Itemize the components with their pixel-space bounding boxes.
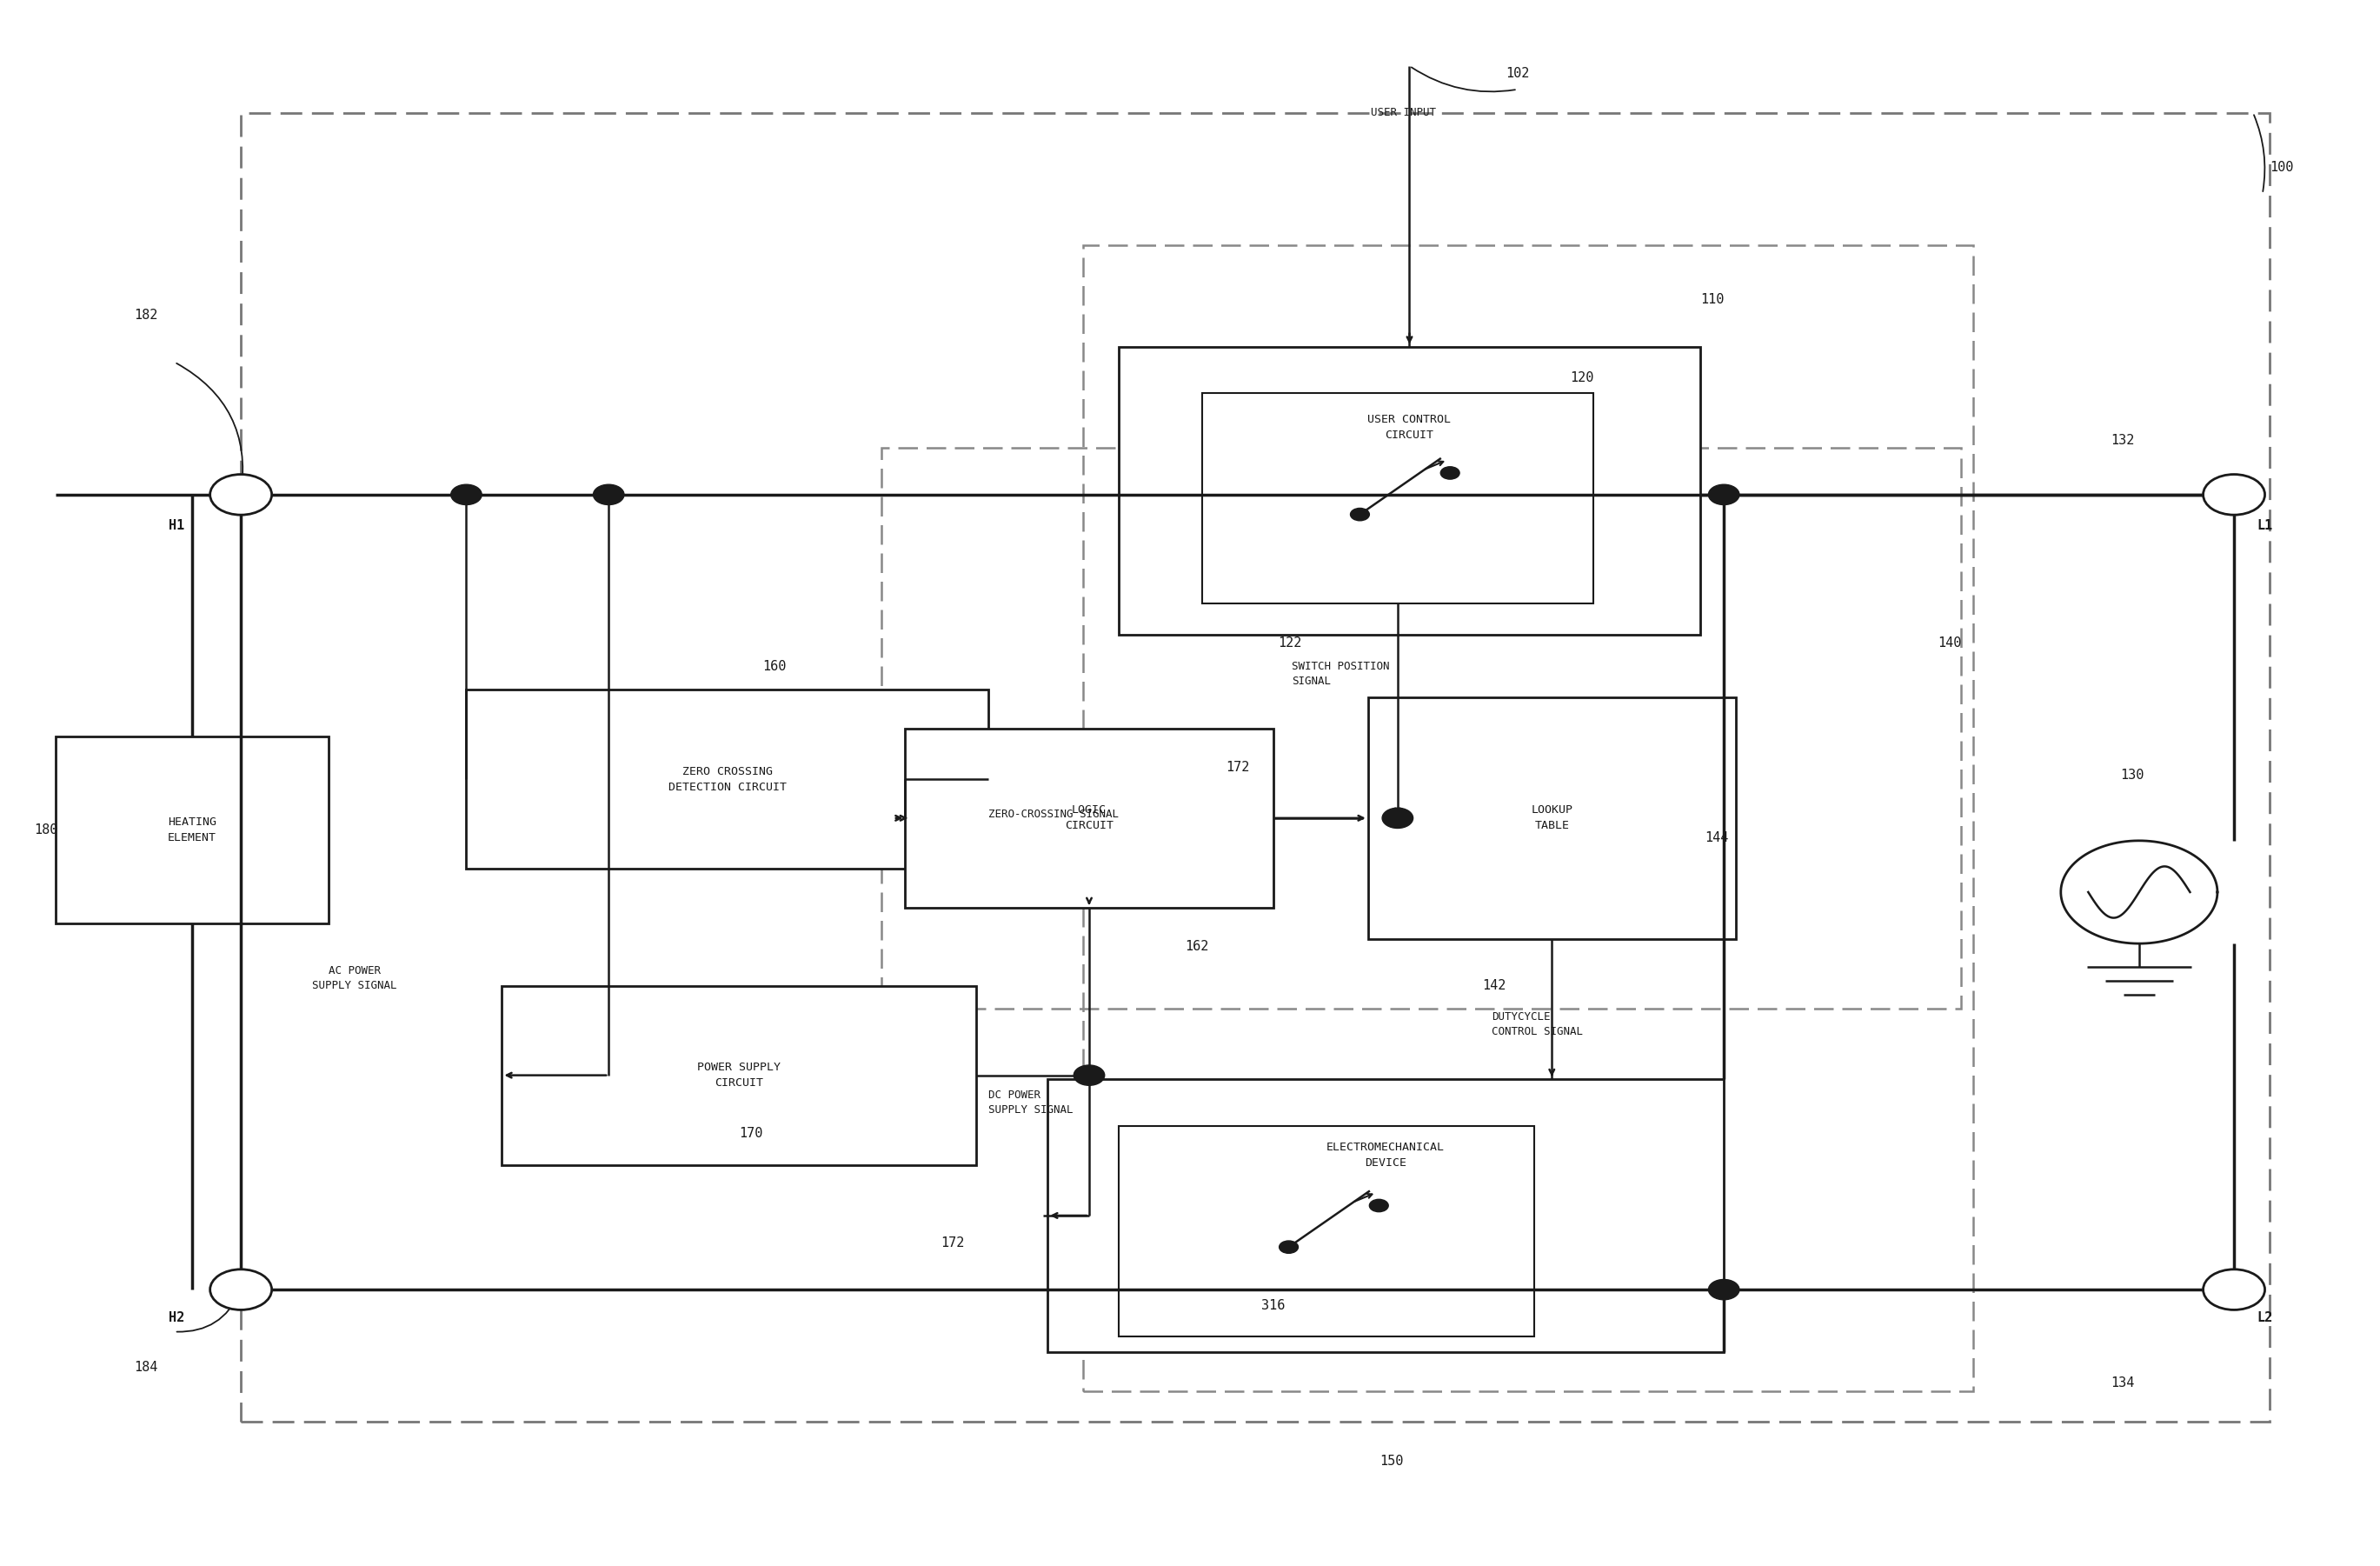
Bar bbox=[240, 113, 2271, 1422]
Text: 144: 144 bbox=[1704, 832, 1728, 844]
Text: 120: 120 bbox=[1568, 371, 1592, 384]
Circle shape bbox=[1383, 808, 1414, 828]
Bar bbox=[466, 689, 988, 869]
Text: ELECTROMECHANICAL
DEVICE: ELECTROMECHANICAL DEVICE bbox=[1326, 1142, 1445, 1170]
Text: 182: 182 bbox=[133, 309, 157, 323]
Circle shape bbox=[450, 484, 481, 504]
Text: DC POWER
SUPPLY SIGNAL: DC POWER SUPPLY SIGNAL bbox=[988, 1090, 1073, 1115]
Text: 180: 180 bbox=[33, 824, 57, 836]
Bar bbox=[1202, 393, 1592, 604]
Bar bbox=[1368, 697, 1735, 940]
Text: 170: 170 bbox=[740, 1128, 764, 1140]
Text: 100: 100 bbox=[2271, 161, 2294, 174]
Circle shape bbox=[1349, 509, 1368, 520]
Text: 172: 172 bbox=[1226, 761, 1250, 774]
Text: L2: L2 bbox=[2256, 1311, 2273, 1325]
Text: 102: 102 bbox=[1507, 67, 1530, 80]
Text: H2: H2 bbox=[169, 1311, 186, 1325]
Text: 150: 150 bbox=[1380, 1455, 1404, 1467]
Text: 184: 184 bbox=[133, 1361, 157, 1373]
Text: POWER SUPPLY
CIRCUIT: POWER SUPPLY CIRCUIT bbox=[697, 1062, 781, 1088]
Text: SWITCH POSITION
SIGNAL: SWITCH POSITION SIGNAL bbox=[1292, 661, 1390, 687]
Circle shape bbox=[1709, 1279, 1740, 1300]
Text: USER INPUT: USER INPUT bbox=[1371, 106, 1435, 119]
Text: LOGIC
CIRCUIT: LOGIC CIRCUIT bbox=[1064, 805, 1114, 832]
Circle shape bbox=[1709, 484, 1740, 504]
Text: DUTYCYCLE
CONTROL SIGNAL: DUTYCYCLE CONTROL SIGNAL bbox=[1492, 1012, 1583, 1038]
Text: AC POWER
SUPPLY SIGNAL: AC POWER SUPPLY SIGNAL bbox=[312, 965, 397, 991]
Bar bbox=[1119, 346, 1699, 634]
Text: H1: H1 bbox=[169, 520, 186, 532]
Text: LOOKUP
TABLE: LOOKUP TABLE bbox=[1530, 805, 1573, 832]
Text: 142: 142 bbox=[1483, 979, 1507, 993]
Text: ZERO-CROSSING SIGNAL: ZERO-CROSSING SIGNAL bbox=[988, 808, 1119, 821]
Circle shape bbox=[593, 484, 624, 504]
Bar bbox=[1119, 1126, 1535, 1336]
Text: 316: 316 bbox=[1261, 1298, 1285, 1312]
Text: USER CONTROL
CIRCUIT: USER CONTROL CIRCUIT bbox=[1368, 413, 1452, 440]
Text: L1: L1 bbox=[2256, 520, 2273, 532]
Text: 110: 110 bbox=[1699, 293, 1723, 307]
Text: ZERO CROSSING
DETECTION CIRCUIT: ZERO CROSSING DETECTION CIRCUIT bbox=[669, 766, 785, 792]
Circle shape bbox=[1368, 1200, 1388, 1212]
Circle shape bbox=[2204, 1270, 2266, 1309]
Circle shape bbox=[1278, 1240, 1297, 1253]
Circle shape bbox=[1073, 1065, 1104, 1085]
Text: 122: 122 bbox=[1278, 636, 1302, 650]
Circle shape bbox=[209, 1270, 271, 1309]
Text: 132: 132 bbox=[2111, 434, 2135, 446]
Text: HEATING
ELEMENT: HEATING ELEMENT bbox=[169, 816, 217, 843]
Circle shape bbox=[2204, 474, 2266, 515]
Bar bbox=[904, 728, 1273, 908]
Bar bbox=[55, 736, 328, 924]
Bar bbox=[1047, 1079, 1723, 1351]
Text: 130: 130 bbox=[2121, 769, 2144, 781]
Bar bbox=[502, 985, 976, 1165]
Bar bbox=[881, 448, 1961, 1009]
Circle shape bbox=[209, 474, 271, 515]
Text: 134: 134 bbox=[2111, 1377, 2135, 1389]
Circle shape bbox=[1440, 467, 1459, 479]
Text: 160: 160 bbox=[764, 659, 788, 673]
Text: 172: 172 bbox=[940, 1236, 964, 1250]
Text: 140: 140 bbox=[1937, 636, 1961, 650]
Bar bbox=[1083, 246, 1973, 1391]
Text: 162: 162 bbox=[1185, 940, 1209, 954]
